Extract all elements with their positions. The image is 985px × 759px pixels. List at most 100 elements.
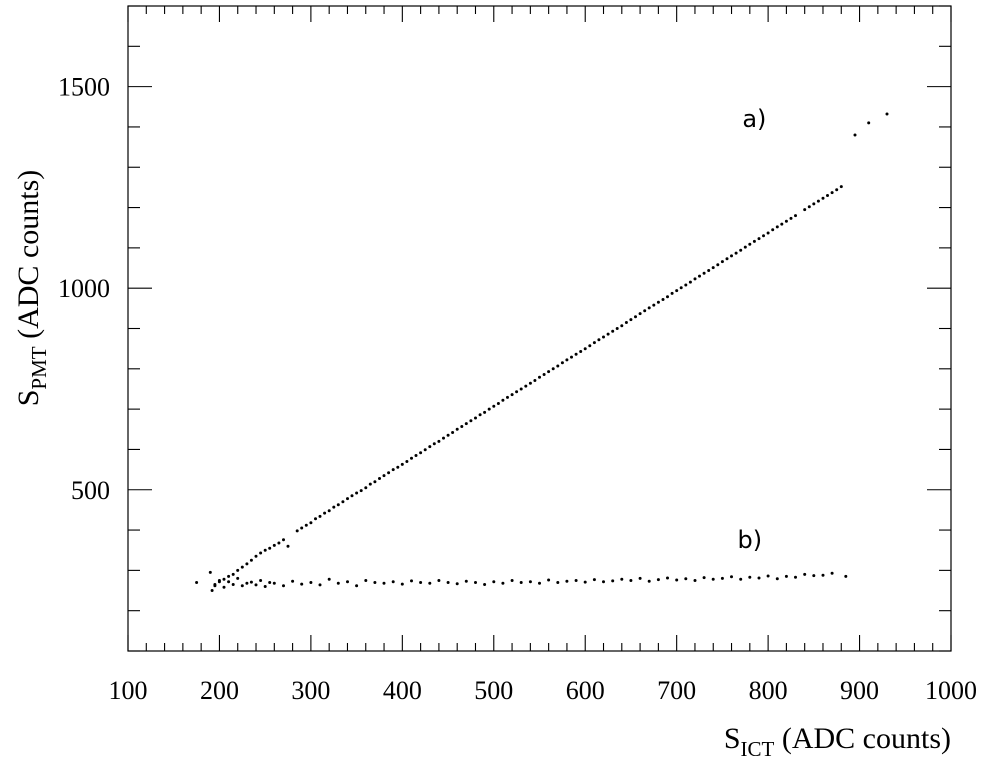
- data-point: [597, 338, 601, 342]
- data-point: [739, 248, 743, 252]
- data-point: [231, 572, 235, 576]
- data-point: [510, 393, 514, 397]
- data-point: [423, 448, 427, 452]
- data-point: [844, 574, 848, 578]
- data-point: [821, 573, 825, 577]
- data-point: [803, 572, 807, 576]
- data-point: [556, 364, 560, 368]
- data-point: [821, 196, 825, 200]
- data-point: [574, 352, 578, 356]
- data-point: [364, 486, 368, 490]
- data-point: [492, 580, 496, 584]
- x-tick-label: 800: [749, 676, 788, 705]
- y-axis-title: SPMT (ADC counts): [12, 170, 51, 407]
- data-point: [743, 245, 747, 249]
- data-point: [803, 208, 807, 212]
- data-point: [506, 395, 509, 399]
- data-point: [757, 576, 761, 580]
- data-point: [634, 315, 637, 319]
- data-point: [748, 242, 752, 246]
- y-axis-tick-labels: 500 1000 1500: [58, 73, 110, 505]
- data-point: [245, 562, 249, 566]
- data-point: [592, 578, 596, 582]
- data-point: [419, 581, 423, 584]
- data-point: [693, 579, 697, 582]
- x-tick-label: 700: [657, 676, 696, 705]
- data-point: [437, 439, 441, 443]
- data-point: [277, 541, 281, 545]
- data-point: [195, 581, 199, 584]
- data-point: [272, 543, 276, 547]
- data-point: [245, 581, 249, 585]
- data-point: [309, 581, 313, 584]
- data-point: [675, 578, 679, 582]
- data-point: [734, 251, 738, 255]
- data-point: [666, 295, 669, 299]
- data-point: [542, 373, 546, 376]
- data-point: [272, 581, 276, 585]
- data-point: [716, 263, 720, 267]
- data-point: [286, 544, 290, 548]
- data-point: [560, 361, 564, 365]
- data-point: [295, 529, 299, 533]
- data-point: [387, 471, 391, 475]
- data-point: [707, 269, 711, 272]
- data-point: [839, 185, 843, 189]
- data-point: [359, 489, 363, 493]
- data-point: [268, 546, 272, 550]
- data-point: [547, 370, 551, 374]
- data-point: [620, 577, 624, 581]
- data-point: [382, 581, 386, 585]
- data-point: [688, 280, 692, 284]
- data-point: [478, 413, 482, 417]
- data-point: [807, 205, 811, 209]
- data-point: [867, 121, 871, 125]
- data-point: [684, 577, 688, 581]
- data-point: [794, 214, 797, 218]
- data-point: [336, 581, 340, 585]
- data-point: [538, 375, 541, 379]
- data-point: [451, 431, 455, 434]
- data-point: [588, 344, 592, 348]
- data-point: [720, 260, 724, 264]
- data-point: [565, 358, 569, 362]
- data-point: [410, 456, 413, 460]
- data-point: [725, 257, 729, 261]
- data-point: [775, 225, 779, 229]
- data-point: [501, 398, 505, 402]
- data-point: [784, 574, 788, 578]
- data-point: [528, 580, 532, 584]
- data-point: [620, 324, 624, 328]
- data-point: [414, 454, 418, 457]
- data-point: [698, 274, 701, 278]
- data-point: [355, 584, 359, 588]
- x-tick-label: 400: [383, 676, 422, 705]
- data-point: [455, 427, 459, 431]
- data-point: [231, 583, 235, 586]
- data-point: [282, 584, 285, 588]
- data-point: [318, 583, 322, 587]
- data-point: [752, 239, 756, 243]
- annotation-label: a): [742, 105, 766, 133]
- data-point: [410, 579, 413, 583]
- data-point: [780, 222, 784, 226]
- data-point: [368, 482, 372, 486]
- data-point: [670, 291, 674, 295]
- annotation-label: b): [738, 526, 763, 554]
- data-point: [304, 523, 308, 527]
- x-axis-title: SICT (ADC counts): [724, 722, 951, 759]
- data-point: [355, 491, 359, 495]
- data-point: [405, 460, 409, 463]
- data-point: [730, 575, 733, 579]
- data-point: [236, 576, 240, 580]
- data-points: [195, 112, 889, 592]
- data-point: [492, 404, 496, 408]
- y-tick-label: 1500: [58, 73, 110, 102]
- data-point: [464, 579, 468, 583]
- data-point: [400, 462, 404, 466]
- data-point: [629, 318, 633, 322]
- data-point: [382, 474, 386, 478]
- data-point: [702, 576, 706, 580]
- data-point: [675, 289, 679, 293]
- data-point: [346, 497, 349, 501]
